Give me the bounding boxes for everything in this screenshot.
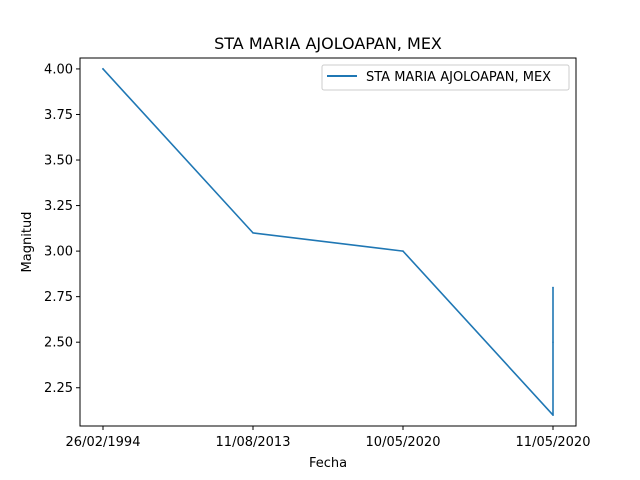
x-tick-label: 11/08/2013 — [216, 435, 291, 450]
x-tick-label: 11/05/2020 — [516, 435, 591, 450]
plot-area — [79, 57, 577, 427]
y-tick-label: 4.00 — [44, 62, 73, 77]
data-point — [552, 341, 554, 343]
y-tick-label: 2.50 — [44, 336, 73, 351]
x-axis-title: Fecha — [309, 456, 347, 471]
x-tick-label: 26/02/1994 — [66, 435, 141, 450]
y-tick-label: 2.75 — [44, 290, 73, 305]
series-line — [101, 67, 554, 416]
chart-title: STA MARIA AJOLOAPAN, MEX — [214, 34, 442, 53]
data-point — [102, 68, 104, 70]
y-axis-title: Magnitud — [20, 212, 35, 273]
y-tick-label: 3.75 — [44, 108, 73, 123]
legend-box — [321, 64, 570, 91]
x-tick-label: 10/05/2020 — [366, 435, 441, 450]
y-tick-label: 3.50 — [44, 154, 73, 169]
data-point — [252, 232, 254, 234]
y-axis: 2.25 2.50 2.75 3.00 3.25 3.50 3.75 4.00 — [44, 62, 80, 396]
legend: STA MARIA AJOLOAPAN, MEX — [321, 64, 570, 91]
y-tick-label: 3.00 — [44, 245, 73, 260]
y-tick-label: 2.25 — [44, 381, 73, 396]
data-point — [552, 286, 554, 289]
series-layer — [101, 67, 554, 416]
legend-label: STA MARIA AJOLOAPAN, MEX — [366, 70, 551, 85]
y-tick-label: 3.25 — [44, 199, 73, 214]
data-point — [402, 250, 404, 252]
data-point — [552, 414, 554, 416]
x-axis: 26/02/1994 11/08/2013 10/05/2020 11/05/2020 — [66, 426, 591, 450]
